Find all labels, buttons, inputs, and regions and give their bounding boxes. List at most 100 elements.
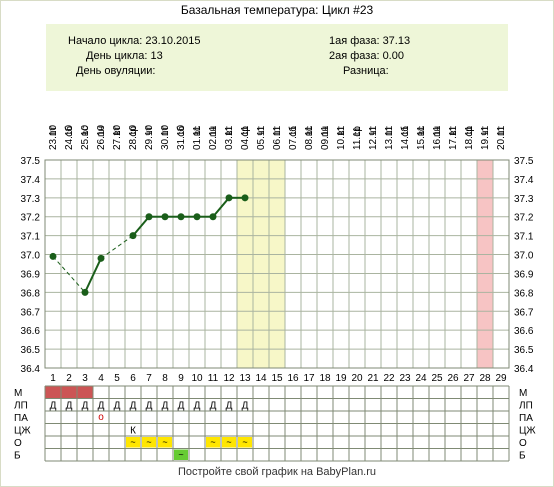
x-date-label: 15.11: [416, 125, 427, 150]
x-date-label: 14.11: [400, 125, 411, 150]
highlight-column: [477, 160, 493, 368]
x-weekday-label: вт: [224, 126, 235, 136]
row-lp-label-right: ЛП: [519, 401, 533, 412]
lp-mark: Д: [194, 401, 201, 412]
cycle-info-panel: Начало цикла: 23.10.2015 День цикла: 13 …: [46, 24, 508, 91]
temperature-line-segment: [52, 256, 86, 293]
x-date-label: 16.11: [432, 125, 443, 150]
x-date-label: 13.11: [384, 125, 395, 150]
x-weekday-label: вт: [448, 126, 459, 136]
day-number-label: 23: [399, 373, 411, 384]
o-cell: [158, 437, 172, 448]
lp-mark: Д: [50, 401, 57, 412]
highlight-column: [253, 160, 269, 368]
chart-title: Базальная температура: Цикл #23: [180, 3, 374, 17]
row-pa-label-right: ПА: [519, 413, 533, 424]
lp-mark: Д: [146, 401, 153, 412]
y-tick-label-left: 36.9: [21, 269, 41, 280]
temperature-point: [81, 288, 89, 296]
y-tick-label-right: 37.5: [514, 156, 534, 167]
temperature-point: [225, 194, 233, 202]
y-tick-label-left: 36.6: [21, 326, 41, 337]
x-date-label: 12.11: [368, 125, 379, 150]
y-tick-label-left: 36.7: [21, 307, 41, 318]
x-date-label: 08.11: [304, 125, 315, 150]
phase2-label: 2ая фаза: 0.00: [329, 50, 404, 62]
day-number-label: 16: [287, 373, 299, 384]
o-mark: ~: [210, 437, 215, 447]
x-date-label: 23.10: [48, 125, 59, 150]
row-b-label-left: Б: [14, 451, 21, 462]
o-cell: [238, 437, 252, 448]
o-mark: ~: [130, 437, 135, 447]
row-cz-label-left: ЦЖ: [14, 426, 31, 437]
x-date-label: 06.11: [272, 125, 283, 150]
day-number-label: 14: [255, 373, 267, 384]
x-weekday-label: чт: [368, 126, 379, 136]
x-weekday-label: пт: [272, 126, 283, 136]
day-number-label: 29: [495, 373, 507, 384]
x-weekday-label: пт: [48, 126, 59, 136]
day-number-label: 2: [66, 373, 72, 384]
phase1-label: 1ая фаза: 37.13: [329, 35, 411, 47]
day-number-label: 25: [431, 373, 443, 384]
x-weekday-label: пт: [160, 126, 171, 136]
day-number-label: 9: [178, 373, 184, 384]
y-tick-label-left: 37.5: [21, 156, 41, 167]
temperature-point: [241, 194, 249, 202]
x-date-label: 31.10: [176, 125, 187, 150]
x-weekday-label: чт: [256, 126, 267, 136]
row-m-label-right: М: [519, 388, 527, 399]
x-date-label: 28.10: [128, 125, 139, 150]
y-tick-label-left: 37.2: [21, 213, 41, 224]
cz-mark: К: [130, 426, 136, 437]
day-number-label: 6: [130, 373, 136, 384]
x-weekday-label: пт: [384, 126, 395, 136]
y-tick-label-left: 37.0: [21, 251, 41, 262]
y-tick-label-left: 36.4: [21, 364, 41, 375]
highlight-column: [269, 160, 285, 368]
plot-border: [44, 159, 510, 369]
temperature-point: [161, 213, 169, 221]
x-date-label: 17.11: [448, 125, 459, 150]
lp-mark: Д: [114, 401, 121, 412]
y-tick-label-right: 37.3: [514, 194, 534, 205]
lp-mark: Д: [178, 401, 185, 412]
row-lp-label-left: ЛП: [14, 401, 28, 412]
x-date-label: 25.10: [80, 125, 91, 150]
temperature-point: [209, 213, 217, 221]
lp-mark: Д: [162, 401, 169, 412]
y-tick-label-right: 36.8: [514, 288, 534, 299]
x-date-label: 11.11: [352, 126, 363, 150]
x-weekday-label: сб: [287, 126, 299, 137]
y-tick-label-right: 36.9: [514, 269, 534, 280]
o-mark: ~: [242, 437, 247, 447]
day-number-label: 27: [463, 373, 475, 384]
o-mark: ~: [162, 437, 167, 447]
x-weekday-label: сб: [399, 126, 411, 137]
x-date-label: 24.10: [64, 125, 75, 150]
day-number-label: 17: [303, 373, 315, 384]
x-date-label: 01.11: [192, 125, 203, 150]
x-weekday-label: вс: [416, 126, 427, 136]
o-cell: [126, 437, 140, 448]
x-weekday-label: пн: [208, 126, 219, 137]
pa-mark: о: [98, 412, 104, 423]
x-date-label: 26.10: [96, 125, 107, 150]
row-m-label-left: М: [14, 388, 22, 399]
menses-cell: [61, 386, 77, 399]
x-weekday-label: ср: [464, 126, 475, 137]
temperature-line-segment: [132, 216, 150, 237]
x-weekday-label: пн: [432, 126, 443, 137]
y-tick-label-right: 37.2: [514, 213, 534, 224]
highlight-column: [237, 160, 253, 368]
footer-link[interactable]: Постройте свой график на BabyPlan.ru: [177, 466, 377, 478]
x-weekday-label: чт: [144, 126, 155, 136]
row-o-label-right: О: [519, 438, 527, 449]
row-cz-label-right: ЦЖ: [519, 426, 536, 437]
day-number-label: 21: [367, 373, 379, 384]
o-mark: ~: [146, 437, 151, 447]
x-date-label: 18.11: [464, 125, 475, 150]
temperature-point: [177, 213, 185, 221]
